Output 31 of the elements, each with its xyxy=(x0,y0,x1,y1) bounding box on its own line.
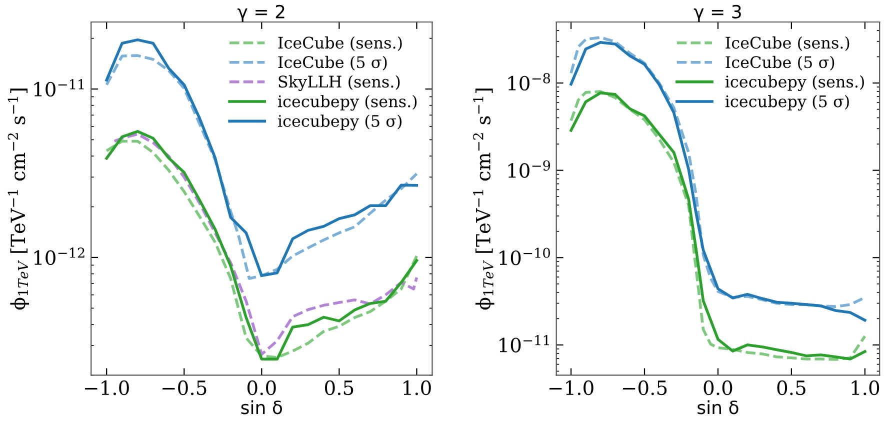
x-axis-title: sin δ xyxy=(241,400,282,414)
text: ϕ$_{1TeV}$ [TeV$^{−1}$ cm$^{−2}$ s$^{−1}$] xyxy=(8,88,30,310)
legend-label: SkyLLH (sens.) xyxy=(278,75,400,91)
legend-label: IceCube (5 σ) xyxy=(278,56,387,70)
y-tick-label: 10$^{−10}$ xyxy=(500,248,550,266)
y-tick-label: 10$^{−12}$ xyxy=(34,248,84,265)
x-tick-label: 0.5 xyxy=(325,380,354,396)
chart-title: γ = 2 xyxy=(238,4,284,22)
legend-label: IceCube (sens.) xyxy=(726,36,850,51)
x-tick-label: −0.5 xyxy=(162,380,206,396)
x-tick-label: 0.0 xyxy=(247,380,276,396)
legend-label: IceCube (sens.) xyxy=(278,36,402,51)
legend-label: IceCube (5 σ) xyxy=(726,56,834,70)
x-tick-label: 1.0 xyxy=(852,380,880,396)
legend-label: icecubepy (5 σ) xyxy=(278,114,402,130)
x-axis-title: sin δ xyxy=(698,400,738,414)
legend-label: icecubepy (5 σ) xyxy=(725,94,849,111)
legend-label: icecubepy (sens.) xyxy=(725,75,864,91)
y-tick-label: 10$^{−11}$ xyxy=(500,335,549,352)
y-tick-label: 10$^{−8}$ xyxy=(508,73,550,91)
y-tick-label: 10$^{−9}$ xyxy=(508,160,550,178)
x-tick-label: 0.0 xyxy=(704,380,732,396)
x-tick-label: 1.0 xyxy=(404,380,431,396)
y-tick-label: 10$^{−11}$ xyxy=(34,79,84,97)
x-tick-label: −0.5 xyxy=(622,380,667,396)
legend-label: icecubepy (sens.) xyxy=(278,94,417,111)
x-tick-label: 0.5 xyxy=(777,380,806,396)
chart-title: γ = 3 xyxy=(694,4,741,22)
x-tick-label: −1.0 xyxy=(85,380,129,396)
x-tick-label: −1.0 xyxy=(549,380,594,396)
text: ϕ$_{1TeV}$ [TeV$^{−1}$ cm$^{−2}$ s$^{−1}$] xyxy=(473,88,494,310)
